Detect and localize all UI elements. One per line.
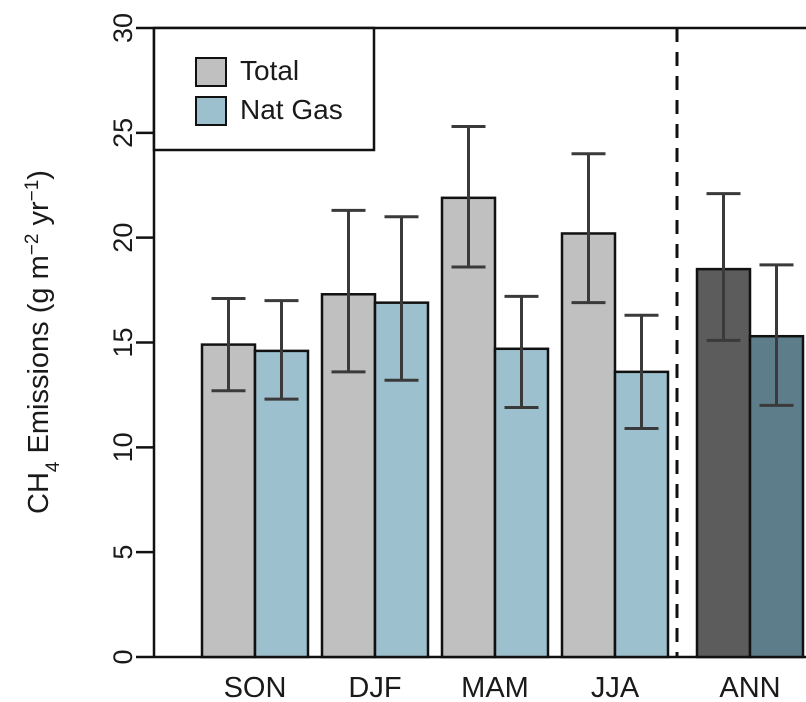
bar-nat-gas-son — [253, 349, 310, 659]
y-axis: 0 5 10 15 20 25 30 — [108, 13, 154, 665]
legend-swatch-total — [195, 57, 227, 87]
error-bar-nat-gas-ann — [759, 263, 794, 407]
error-bar-total-mam — [451, 125, 486, 269]
x-tick-label-jja: JJA — [591, 672, 640, 702]
error-bar-total-ann — [706, 192, 741, 342]
error-bar-nat-gas-jja — [624, 313, 659, 430]
error-bar-nat-gas-djf — [384, 215, 419, 382]
legend-swatch-nat-gas — [195, 96, 227, 126]
x-tick-label-son: SON — [224, 672, 287, 702]
error-bar-total-djf — [331, 208, 366, 374]
y-tick-label: 0 — [108, 649, 138, 664]
plot-area: SON DJF MAM JJA ANN — [152, 26, 806, 702]
legend: Total Nat Gas — [152, 26, 376, 152]
y-tick-label: 20 — [108, 223, 138, 253]
x-tick-label-djf: DJF — [348, 672, 401, 702]
x-tick-label-ann: ANN — [719, 672, 780, 702]
legend-box — [152, 26, 376, 152]
y-tick-label: 5 — [108, 545, 138, 560]
error-bar-nat-gas-son — [264, 299, 299, 401]
y-tick-label: 30 — [108, 13, 138, 43]
y-tick-label: 25 — [108, 118, 138, 148]
error-bar-total-son — [211, 296, 246, 393]
y-axis-title: CH4 Emissions (g m−2 yr−1) — [22, 170, 64, 514]
error-bar-nat-gas-mam — [504, 294, 539, 409]
y-tick-label: 15 — [108, 327, 138, 357]
x-tick-label-mam: MAM — [461, 672, 529, 702]
legend-label-total: Total — [240, 55, 299, 86]
bar-total-mam — [440, 196, 497, 659]
bar-total-son — [200, 343, 257, 659]
error-bar-total-jja — [571, 152, 606, 305]
y-tick-label: 10 — [108, 432, 138, 462]
legend-label-nat-gas: Nat Gas — [240, 94, 343, 125]
